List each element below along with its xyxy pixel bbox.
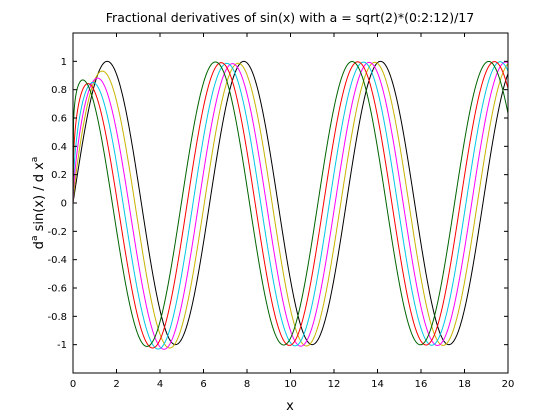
y-axis-label-sup2: a xyxy=(30,157,40,163)
x-tick-label: 4 xyxy=(157,379,163,390)
y-tick-label: 0.4 xyxy=(51,142,67,153)
series-line-1 xyxy=(73,61,508,349)
y-tick-label: -0.2 xyxy=(47,227,67,238)
y-tick-label: 0.2 xyxy=(51,170,67,181)
x-tick-label: 8 xyxy=(244,379,250,390)
y-tick-label: 0.6 xyxy=(51,114,67,125)
series-line-4 xyxy=(73,61,508,349)
x-tick-label: 16 xyxy=(415,379,428,390)
x-tick-label: 18 xyxy=(458,379,471,390)
x-tick-label: 0 xyxy=(70,379,76,390)
y-axis-label: da sin(x) / d xa xyxy=(30,157,47,250)
y-tick-label: -0.4 xyxy=(47,255,67,266)
y-axis-label-sup1: a xyxy=(30,236,40,242)
series-group xyxy=(73,60,508,350)
chart-title: Fractional derivatives of sin(x) with a … xyxy=(106,10,474,25)
y-tick-label: -0.8 xyxy=(47,312,67,323)
y-axis-label-mid: sin(x) / d x xyxy=(32,162,47,236)
y-tick-label: 1 xyxy=(61,57,67,68)
x-axis-label: x xyxy=(286,399,294,414)
y-tick-label: 0.8 xyxy=(51,85,67,96)
x-tick-label: 10 xyxy=(284,379,297,390)
y-axis: -1 -0.8 -0.6 -0.4 -0.2 0 0.2 0.4 0.6 0.8 1 xyxy=(47,57,508,351)
series-line-3 xyxy=(73,61,508,350)
y-tick-label: -1 xyxy=(57,340,67,351)
x-tick-label: 14 xyxy=(371,379,384,390)
y-axis-label-d: d xyxy=(32,241,47,249)
y-tick-label: 0 xyxy=(61,199,67,210)
x-tick-label: 20 xyxy=(502,379,515,390)
x-tick-label: 6 xyxy=(200,379,206,390)
y-tick-label: -0.6 xyxy=(47,284,67,295)
x-tick-label: 12 xyxy=(328,379,341,390)
series-line-5 xyxy=(73,60,508,347)
series-line-2 xyxy=(73,61,508,350)
x-axis: 0 2 4 6 8 10 12 14 16 18 20 xyxy=(70,33,515,390)
x-tick-label: 2 xyxy=(113,379,119,390)
series-line-0 xyxy=(73,60,508,346)
